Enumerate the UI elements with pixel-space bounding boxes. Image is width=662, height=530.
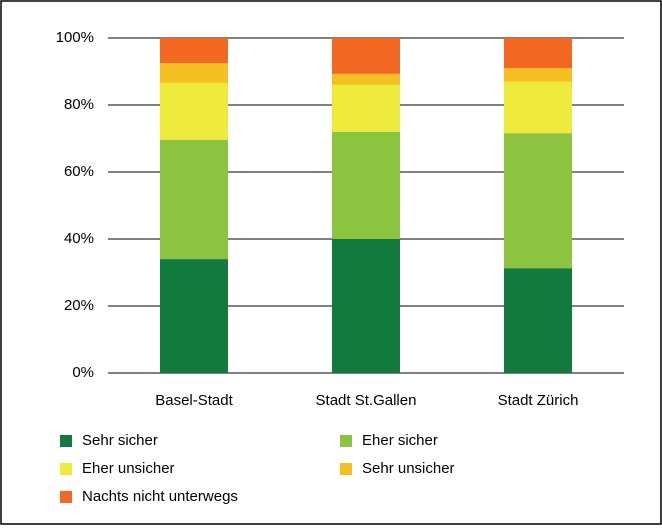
y-tick-label: 40% [64, 230, 94, 247]
legend-label: Eher sicher [362, 432, 438, 449]
y-tick-label: 80% [64, 96, 94, 113]
legend-label: Nachts nicht unterwegs [82, 488, 238, 505]
legend-label: Sehr sicher [82, 432, 158, 449]
legend-swatch [60, 463, 72, 475]
legend-swatch [60, 435, 72, 447]
y-tick-label: 60% [64, 163, 94, 180]
y-tick-label: 100% [56, 29, 94, 46]
bar-segment [332, 84, 400, 132]
x-tick-label: Basel-Stadt [155, 392, 233, 409]
bar-segment [160, 82, 228, 140]
bar-segment [504, 133, 572, 269]
y-tick-label: 20% [64, 297, 94, 314]
bar-segment [504, 68, 572, 82]
bar-segment [504, 81, 572, 134]
legend-swatch [340, 435, 352, 447]
bar-segment [160, 139, 228, 260]
legend-label: Sehr unsicher [362, 460, 455, 477]
bar-segment [160, 63, 228, 83]
bar-segment [160, 38, 228, 64]
legend-label: Eher unsicher [82, 460, 175, 477]
bar-segment [160, 259, 228, 373]
legend-swatch [340, 463, 352, 475]
bar-segment [332, 38, 400, 74]
x-tick-label: Stadt St.Gallen [316, 392, 417, 409]
bar-segment [504, 268, 572, 373]
bar-segment [332, 239, 400, 373]
x-tick-label: Stadt Zürich [498, 392, 579, 409]
bar-segment [332, 73, 400, 85]
legend-swatch [60, 491, 72, 503]
bar-segment [504, 38, 572, 69]
y-tick-label: 0% [72, 364, 94, 381]
bar-segment [332, 131, 400, 239]
